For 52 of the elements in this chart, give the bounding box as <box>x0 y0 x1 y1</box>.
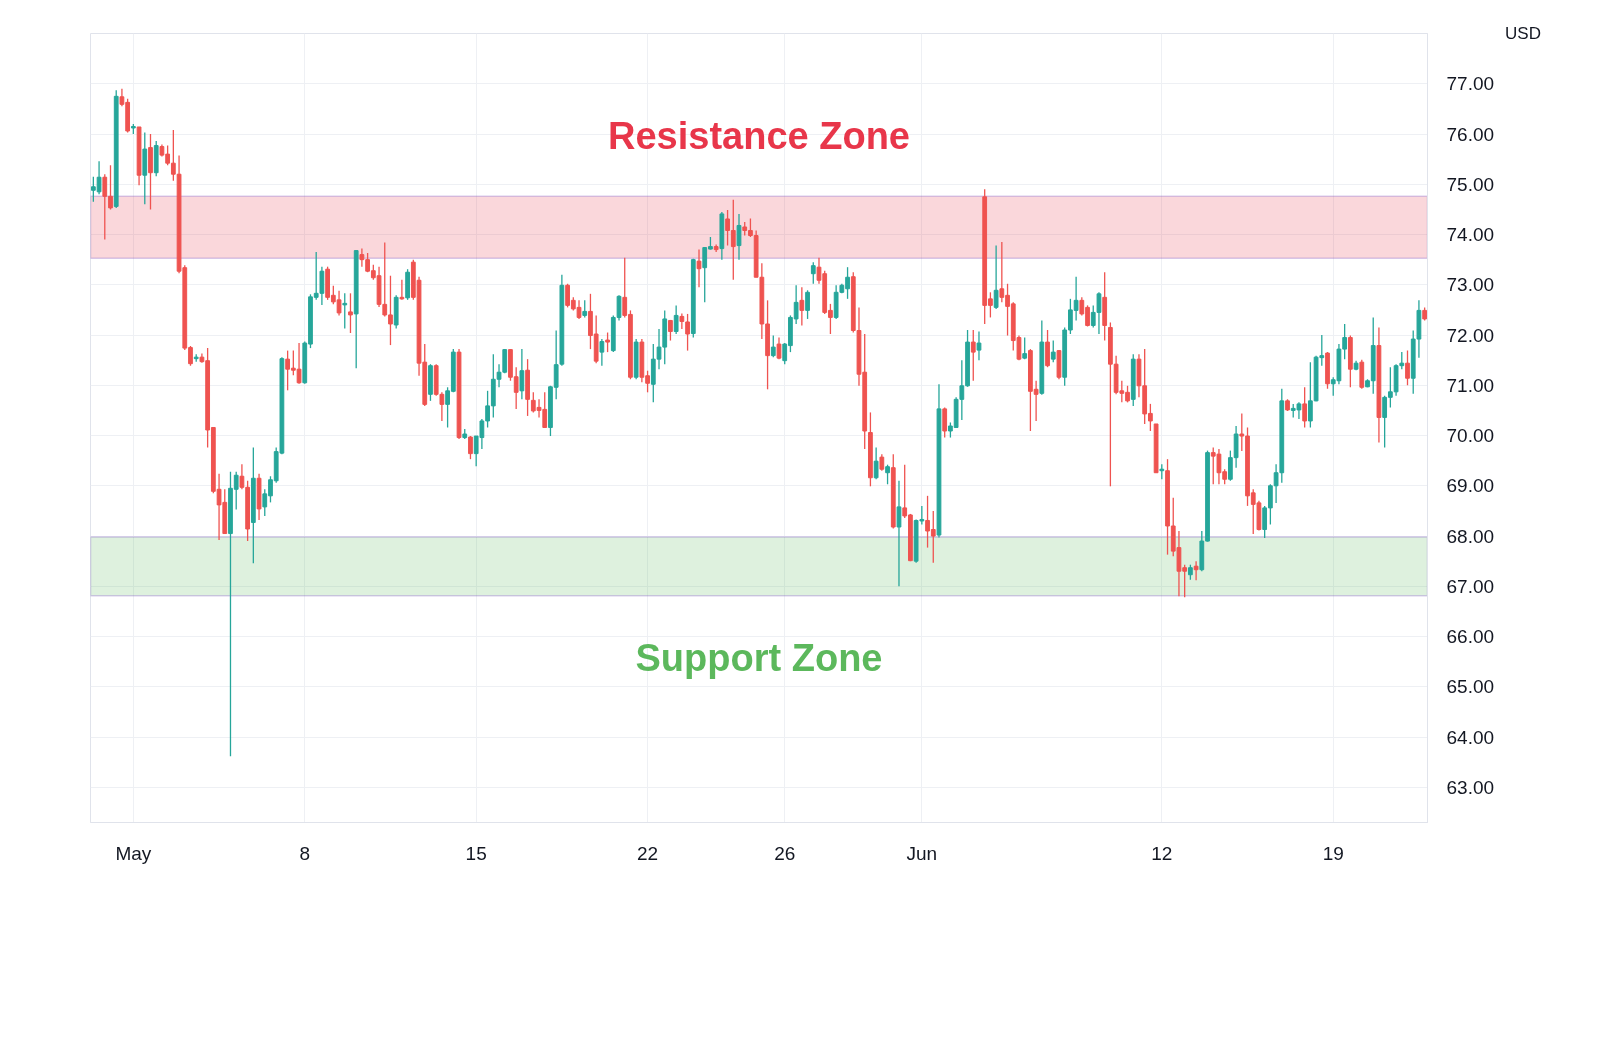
candlestick <box>770 334 776 358</box>
x-tick-label: 19 <box>1322 842 1344 864</box>
candlestick <box>805 289 810 320</box>
candlestick <box>399 279 405 301</box>
candlestick <box>605 331 610 353</box>
x-tick-label: 15 <box>465 842 487 864</box>
y-tick-label: 77.00 <box>1446 73 1495 95</box>
y-tick-label: 70.00 <box>1446 425 1495 447</box>
x-tick-label: 8 <box>299 842 311 864</box>
candlestick <box>1045 329 1050 368</box>
candlestick <box>1193 560 1199 581</box>
y-tick-label: 74.00 <box>1446 224 1495 246</box>
candlestick <box>799 286 805 327</box>
band-label: Support Zone <box>635 636 883 679</box>
y-tick-label: 65.00 <box>1446 676 1495 698</box>
candlestick <box>1302 386 1308 429</box>
candlestick <box>1405 349 1410 386</box>
y-tick-label: 68.00 <box>1446 525 1495 547</box>
y-tick-label: 71.00 <box>1446 374 1495 396</box>
y-tick-label: 75.00 <box>1446 173 1495 195</box>
candlestick <box>1050 339 1056 363</box>
x-tick-label: 26 <box>774 842 796 864</box>
candlestick <box>599 338 605 367</box>
y-tick-label: 76.00 <box>1446 123 1495 145</box>
candlestick <box>873 446 879 480</box>
x-tick-label: Jun <box>906 842 938 864</box>
y-tick-label: 72.00 <box>1446 324 1495 346</box>
y-tick-label: 64.00 <box>1446 726 1495 748</box>
candlestick <box>976 330 982 361</box>
candlestick <box>896 480 902 587</box>
candlestick <box>468 435 473 460</box>
y-tick-label: 66.00 <box>1446 626 1495 648</box>
x-tick-label: 22 <box>637 842 659 864</box>
candlestick <box>673 304 679 335</box>
band-label: Resistance Zone <box>608 115 910 158</box>
y-tick-label: 67.00 <box>1446 575 1495 597</box>
candlestick <box>696 248 702 288</box>
candlestick <box>810 261 816 285</box>
y-tick-label: 69.00 <box>1446 475 1495 497</box>
candlestick <box>348 292 353 334</box>
candlestick <box>970 329 976 382</box>
candlestick <box>519 348 525 400</box>
candlestick <box>736 213 742 261</box>
y-tick-label: 73.00 <box>1446 274 1495 296</box>
y-axis-title: USD <box>1505 24 1541 43</box>
candlestick <box>885 464 890 485</box>
x-tick-label: May <box>115 842 152 864</box>
candlestick <box>342 292 348 330</box>
candlestick <box>993 244 999 310</box>
x-tick-label: 12 <box>1151 842 1173 864</box>
candlestick <box>942 406 948 439</box>
y-tick-label: 63.00 <box>1446 776 1495 798</box>
